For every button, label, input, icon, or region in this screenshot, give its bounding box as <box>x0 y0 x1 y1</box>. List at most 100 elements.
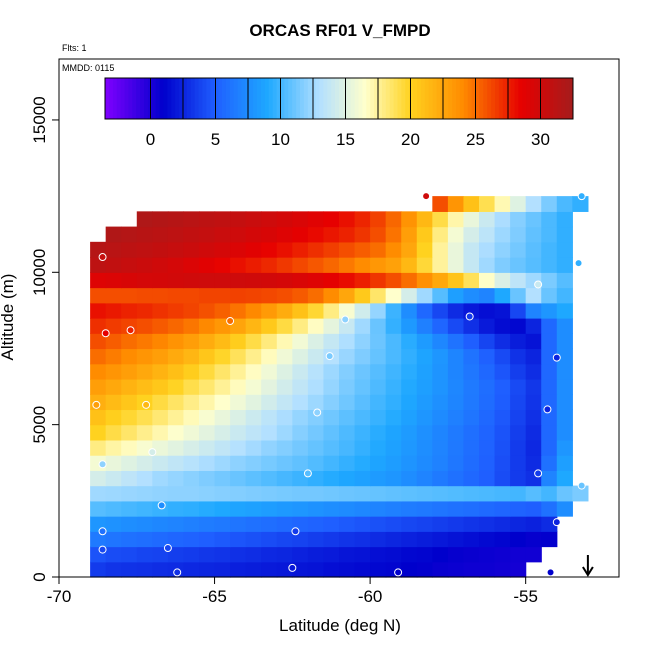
heatmap-cell <box>167 302 185 319</box>
heatmap-cell <box>323 272 340 289</box>
heatmap-cell <box>447 394 465 411</box>
heatmap-cell <box>230 348 247 365</box>
heatmap-cell <box>447 378 465 395</box>
heatmap-cell <box>354 424 371 441</box>
heatmap-cell <box>105 348 122 365</box>
heatmap-cell <box>261 348 278 365</box>
heatmap-cell <box>307 318 325 334</box>
heatmap-cell <box>370 546 387 563</box>
heatmap-cell <box>339 424 356 441</box>
colorbar-segment <box>210 78 215 119</box>
heatmap-cell <box>463 409 480 426</box>
heatmap-cell <box>167 500 185 517</box>
heatmap-cell <box>385 516 402 532</box>
heatmap-cell <box>447 211 465 228</box>
heatmap-cell <box>370 470 387 487</box>
heatmap-cell <box>354 531 371 548</box>
heatmap-cell <box>245 485 262 502</box>
heatmap-cell <box>525 455 542 471</box>
heatmap-cell <box>90 500 107 517</box>
colorbar-segment <box>420 78 426 119</box>
heatmap-cell <box>307 272 325 289</box>
heatmap-cell <box>401 561 418 578</box>
y-tick-label: 15000 <box>30 96 49 143</box>
heatmap-cell <box>525 363 542 380</box>
heatmap-cell <box>230 531 247 548</box>
heatmap-cell <box>447 272 465 289</box>
heatmap-cell <box>261 333 278 350</box>
heatmap-cell <box>354 516 371 532</box>
heatmap-cell <box>261 516 278 532</box>
heatmap-cell <box>525 546 542 563</box>
heatmap-cell <box>199 561 216 578</box>
heatmap-cell <box>447 546 465 563</box>
y-tick-label: 10000 <box>30 249 49 296</box>
heatmap-cell <box>214 257 231 273</box>
heatmap-cell <box>136 455 153 471</box>
heatmap-cell <box>152 211 169 228</box>
heatmap-cell <box>385 348 402 365</box>
chart-title: ORCAS RF01 V_FMPD <box>249 21 430 40</box>
heatmap-cell <box>152 302 169 319</box>
heatmap-cell <box>261 211 278 228</box>
heatmap-cell <box>432 333 449 350</box>
colorbar-segment <box>479 78 484 119</box>
heatmap-cell <box>447 348 465 365</box>
heatmap-cell <box>292 500 309 517</box>
heatmap-cell <box>261 424 278 441</box>
colorbar-segment <box>276 78 281 119</box>
heatmap-cell <box>354 226 371 243</box>
heatmap-cell <box>432 561 449 578</box>
y-axis-label: Altitude (m) <box>0 274 17 361</box>
heatmap-cell <box>307 257 325 273</box>
y-tick-label: 0 <box>30 572 49 581</box>
track-marker <box>313 408 322 417</box>
track-marker <box>288 563 297 572</box>
heatmap-cell <box>261 455 278 471</box>
heatmap-cell <box>432 546 449 563</box>
heatmap-cell <box>199 211 216 228</box>
heatmap-cell <box>245 211 262 228</box>
heatmap-cell <box>90 302 107 319</box>
heatmap-cell <box>416 211 433 228</box>
heatmap-cell <box>292 546 309 563</box>
heatmap-cell <box>463 333 480 350</box>
heatmap-cell <box>121 363 138 380</box>
heatmap-cell <box>152 378 169 395</box>
heatmap-cell <box>136 500 153 517</box>
colorbar-segment <box>346 78 352 119</box>
colorbar-segment <box>498 78 504 119</box>
heatmap-cell <box>121 241 138 258</box>
heatmap-cell <box>323 470 340 487</box>
heatmap-cell <box>339 439 356 456</box>
heatmap-cell <box>556 196 573 212</box>
heatmap-cell <box>292 378 309 395</box>
heatmap-cell <box>354 485 371 502</box>
heatmap-cell <box>183 485 200 502</box>
heatmap-cell <box>479 485 496 502</box>
heatmap-cell <box>541 196 558 212</box>
heatmap-cell <box>432 318 449 334</box>
heatmap-cell <box>230 318 247 334</box>
heatmap-cell <box>525 302 542 319</box>
heatmap-cell <box>525 333 542 350</box>
heatmap-cell <box>183 241 200 258</box>
heatmap-cell <box>463 196 480 212</box>
heatmap-cell <box>214 394 231 411</box>
heatmap-cell <box>230 378 247 395</box>
heatmap-cell <box>479 439 496 456</box>
heatmap-cell <box>494 546 511 563</box>
heatmap-cell <box>121 409 138 426</box>
heatmap-cell <box>199 257 216 273</box>
heatmap-cell <box>572 485 589 502</box>
colorbar-segment <box>268 78 274 119</box>
colorbar-segment <box>171 78 176 119</box>
heatmap-cell <box>214 302 231 319</box>
heatmap-cell <box>230 211 247 228</box>
heatmap-cell <box>214 561 231 578</box>
heatmap-cell <box>167 516 185 532</box>
colorbar-segment <box>280 78 285 119</box>
heatmap-cell <box>354 272 371 289</box>
track-marker <box>534 280 543 289</box>
heatmap-cell <box>510 302 527 319</box>
